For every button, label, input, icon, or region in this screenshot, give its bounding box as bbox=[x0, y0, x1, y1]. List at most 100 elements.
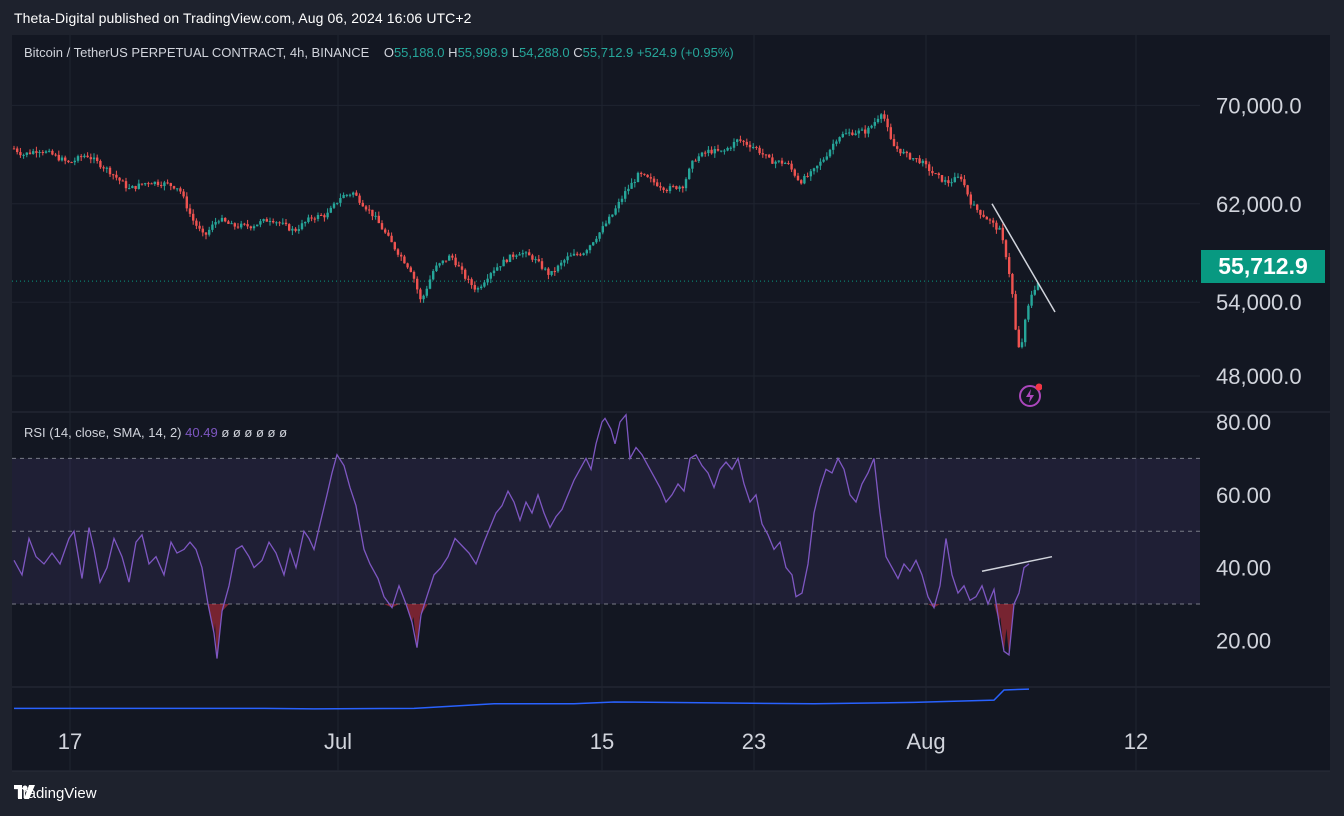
trend-line[interactable] bbox=[991, 203, 1056, 313]
candle-body bbox=[441, 260, 444, 264]
time-tick-label: 17 bbox=[58, 729, 82, 754]
candle-body bbox=[393, 242, 396, 250]
candle-body bbox=[201, 228, 204, 233]
candle-body bbox=[819, 161, 822, 166]
candle-body bbox=[390, 235, 393, 243]
candle-body bbox=[400, 254, 403, 257]
candle-body bbox=[662, 187, 665, 190]
candle-body bbox=[1033, 289, 1036, 295]
candle-body bbox=[153, 181, 156, 185]
candle-body bbox=[659, 186, 662, 188]
candle-body bbox=[486, 278, 489, 283]
candle-body bbox=[921, 160, 924, 164]
candle-body bbox=[329, 207, 332, 213]
candle-body bbox=[876, 118, 880, 123]
candle-body bbox=[176, 188, 179, 190]
candle-body bbox=[44, 151, 48, 153]
candle-body bbox=[582, 253, 585, 256]
candle-body bbox=[435, 265, 438, 272]
candle-body bbox=[828, 149, 832, 157]
candle-body bbox=[499, 266, 502, 268]
candle-body bbox=[867, 127, 870, 134]
candle-body bbox=[128, 188, 131, 190]
candle-body bbox=[889, 127, 892, 139]
candle-body bbox=[873, 122, 876, 126]
time-tick-label: Aug bbox=[906, 729, 945, 754]
candle-body bbox=[105, 167, 108, 169]
symbol-name[interactable]: Bitcoin / TetherUS PERPETUAL CONTRACT, 4… bbox=[24, 45, 370, 60]
candle-body bbox=[540, 261, 544, 269]
candle-body bbox=[809, 171, 812, 177]
candle-body bbox=[316, 215, 320, 219]
candle-body bbox=[217, 221, 220, 223]
candle-body bbox=[732, 141, 736, 148]
candle-body bbox=[729, 147, 732, 149]
time-tick-label: 15 bbox=[590, 729, 614, 754]
candle-body bbox=[620, 198, 624, 202]
candle-body bbox=[35, 151, 38, 153]
candle-body bbox=[179, 188, 182, 192]
candle-body bbox=[796, 175, 800, 181]
candle-body bbox=[163, 182, 166, 187]
rsi-line[interactable] bbox=[13, 413, 1030, 659]
candle-body bbox=[41, 152, 44, 154]
rsi-tick-label: 40.00 bbox=[1216, 556, 1271, 581]
candle-body bbox=[438, 263, 441, 266]
rsi-value: 40.49 bbox=[185, 425, 218, 440]
candle-body bbox=[278, 222, 281, 224]
candle-body bbox=[953, 177, 956, 183]
time-tick-label: Jul bbox=[324, 729, 352, 754]
candle-body bbox=[131, 185, 134, 189]
candle-body bbox=[323, 215, 326, 218]
candle-body bbox=[636, 172, 640, 183]
candle-body bbox=[780, 160, 784, 164]
candle-body bbox=[185, 196, 188, 209]
candle-body bbox=[790, 163, 793, 170]
candle-body bbox=[784, 163, 787, 165]
rsi-divergence-line[interactable] bbox=[981, 555, 1053, 572]
candle-body bbox=[89, 157, 92, 160]
candle-body bbox=[483, 282, 486, 287]
lightning-icon[interactable] bbox=[1018, 383, 1042, 407]
chart-area[interactable] bbox=[12, 35, 1330, 771]
candle-body bbox=[361, 202, 364, 207]
change-value: +524.9 (+0.95%) bbox=[636, 45, 734, 60]
candle-body bbox=[60, 157, 64, 161]
price-tick-label: 62,000.0 bbox=[1216, 192, 1302, 217]
candle-body bbox=[675, 186, 678, 189]
low-label: L bbox=[511, 45, 520, 60]
candle-body bbox=[108, 167, 112, 175]
candle-body bbox=[892, 138, 896, 147]
candle-body bbox=[844, 133, 848, 135]
candle-body bbox=[156, 181, 160, 186]
candle-body bbox=[547, 268, 550, 275]
candle-body bbox=[211, 224, 214, 230]
candle-body bbox=[150, 183, 153, 185]
candle-body bbox=[966, 185, 969, 195]
candle-body bbox=[259, 221, 262, 225]
candle-body bbox=[1014, 294, 1017, 330]
candle-body bbox=[147, 183, 150, 185]
candle-body bbox=[691, 160, 694, 169]
footer-brand[interactable]: TradingView bbox=[14, 785, 97, 802]
candle-body bbox=[931, 171, 934, 174]
low-value: 54,288.0 bbox=[519, 45, 570, 60]
candle-body bbox=[848, 132, 851, 134]
candle-body bbox=[358, 195, 361, 203]
candle-body bbox=[364, 206, 368, 210]
candle-body bbox=[777, 160, 780, 162]
candle-body bbox=[742, 140, 745, 142]
candle-body bbox=[48, 150, 51, 152]
candle-body bbox=[864, 129, 867, 134]
footer: TradingView bbox=[14, 785, 97, 802]
candle-body bbox=[918, 158, 921, 164]
candle-body bbox=[761, 153, 764, 155]
candle-body bbox=[825, 156, 828, 160]
candle-body bbox=[336, 202, 339, 204]
candle-body bbox=[348, 194, 352, 196]
rsi-label[interactable]: RSI (14, close, SMA, 14, 2) bbox=[24, 425, 182, 440]
candle-body bbox=[275, 222, 278, 224]
candle-body bbox=[252, 226, 256, 229]
candle-body bbox=[720, 150, 723, 152]
